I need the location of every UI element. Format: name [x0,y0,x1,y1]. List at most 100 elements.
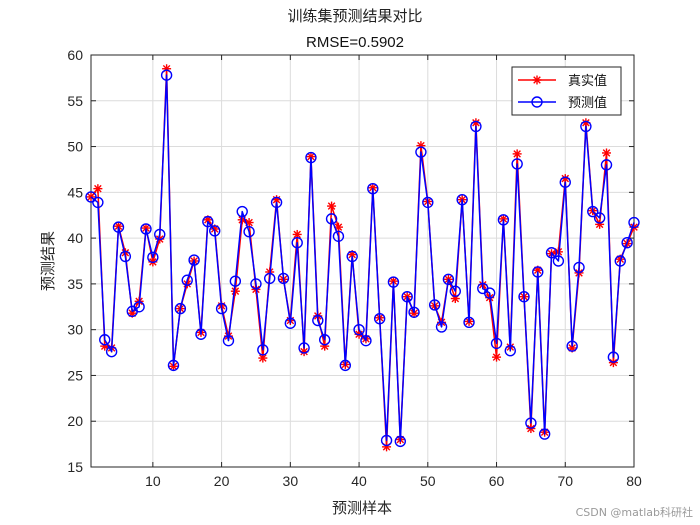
x-axis-label: 预测样本 [332,499,392,517]
data-point [264,272,276,285]
data-point [566,340,578,352]
data-point [291,236,303,249]
data-point [600,159,613,171]
data-point [456,193,468,206]
plot-area-frame [90,54,635,468]
grid-lines [91,54,635,468]
data-point [387,276,400,288]
x-tick-label: 50 [420,473,436,489]
y-tick-label: 25 [67,367,83,383]
data-point [85,191,97,203]
data-point [614,255,626,267]
data-point [230,286,240,296]
data-point [305,151,317,164]
legend-marker-pred [531,96,543,108]
x-tick-label: 20 [214,473,230,489]
legend-item-pred: 预测值 [518,95,607,111]
data-point [236,205,248,218]
x-tick-label: 70 [557,473,573,489]
data-point [327,201,337,211]
data-point [298,342,310,354]
data-point [428,299,441,311]
data-point [133,301,145,313]
data-point [99,334,111,346]
data-point [112,221,125,233]
data-point [312,314,324,327]
data-point [325,213,338,225]
legend: 真实值 预测值 [511,66,622,116]
data-point [160,69,173,81]
series-layer [85,64,640,452]
data-point [243,226,255,238]
data-point [250,278,262,290]
data-point [401,291,413,303]
data-point [229,275,242,287]
data-point [628,216,640,229]
data-point [435,321,448,333]
data-point [463,316,475,329]
x-tick-label: 30 [283,473,299,489]
data-point [277,272,290,285]
data-point [181,274,193,286]
chart-title: 训练集预测结果对比 [287,7,422,25]
data-point [270,196,283,209]
data-point [602,148,612,158]
data-point [511,158,523,170]
data-point [449,285,461,297]
legend-label-pred: 预测值 [568,95,607,111]
data-point [147,251,159,264]
data-point [154,228,166,241]
data-point [257,344,269,356]
data-point [492,352,502,362]
legend-item-true: 真实值 [518,73,607,89]
data-point [593,212,606,224]
x-tick-label: 80 [626,473,642,489]
y-tick-label: 60 [67,47,83,63]
data-point [367,182,379,195]
legend-box [511,66,622,116]
data-point [353,323,365,336]
data-point [408,306,420,318]
y-tick-label: 50 [67,139,83,155]
data-point [525,417,537,429]
data-point [119,250,132,263]
data-point [470,120,482,133]
data-point [167,359,180,372]
data-point [339,359,352,372]
data-point [497,214,510,226]
data-point [512,149,522,159]
data-point [93,184,103,194]
data-point [552,255,565,267]
data-point [545,247,558,259]
data-point [409,308,419,318]
data-point [538,428,551,440]
data-point [518,291,530,303]
data-point [573,261,585,274]
y-tick-label: 20 [67,413,83,429]
data-point [394,435,407,448]
legend-marker-true [532,75,542,85]
y-tick-label: 45 [67,184,83,200]
data-point [215,302,228,315]
data-point [140,223,152,235]
x-tick-label: 60 [489,473,505,489]
data-point [105,345,118,358]
y-tick-label: 40 [67,230,83,246]
data-point [415,146,427,158]
legend-marker-glyph [531,96,543,108]
series-predicted-values [85,69,640,448]
legend-label-true: 真实值 [568,73,607,89]
data-point [442,273,455,286]
y-axis-label: 预测结果 [39,231,57,291]
chart-subtitle-rmse: RMSE=0.5902 [306,34,404,51]
data-point [188,254,200,266]
axis-ticks: 10 20 30 40 50 60 70 80 15 20 25 30 35 40 45 50 55 60 [67,47,642,489]
data-point [483,287,496,299]
data-point [373,312,386,325]
y-tick-label: 55 [67,93,83,109]
y-tick-label: 30 [67,322,83,338]
data-point [174,302,187,315]
data-point [532,266,544,278]
data-point [332,230,345,242]
